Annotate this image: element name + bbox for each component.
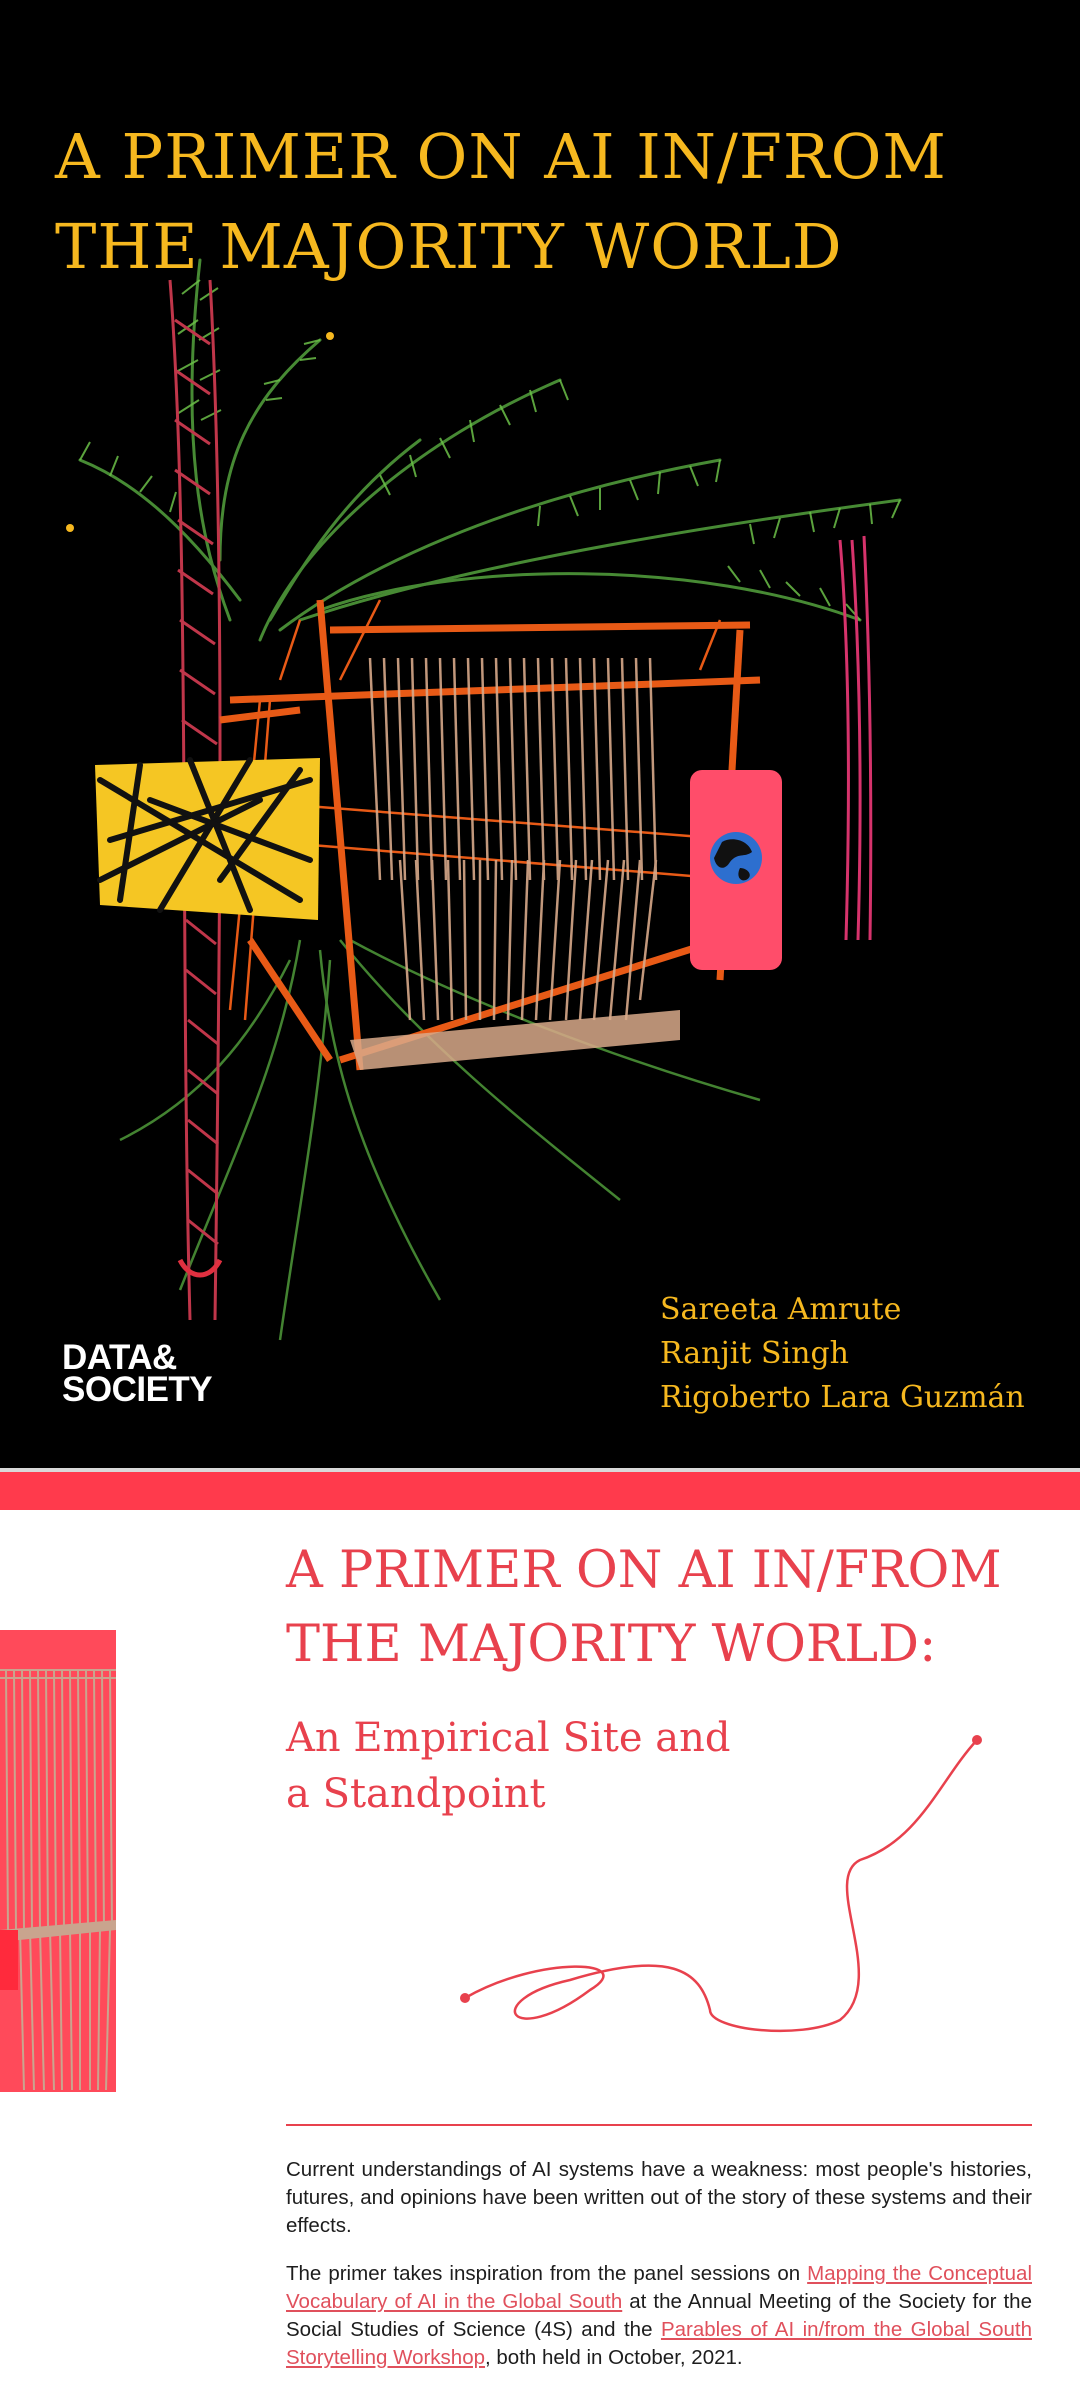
document-subtitle: An Empirical Site and a Standpoint — [286, 1710, 846, 1822]
divider — [286, 2124, 1032, 2126]
link-mapping-conceptual-vocabulary[interactable]: Mapping the Conceptual Vocabulary of AI … — [286, 2262, 1032, 2313]
document-title-line-2: THE MAJORITY WORLD: — [286, 1615, 937, 1674]
paragraph-2: The primer takes inspiration from the pa… — [286, 2260, 1032, 2372]
red-thread-illustration — [460, 1735, 982, 2033]
link-parables-storytelling-workshop[interactable]: Parables of AI in/from the Global South … — [286, 2318, 1032, 2369]
logo-line-2: SOCIETY — [62, 1370, 213, 1409]
author-name: Rigoberto Lara Guzmán — [660, 1380, 1025, 1415]
data-and-society-logo: DATA& SOCIETY — [62, 1338, 213, 1409]
document-subtitle-line-2: a Standpoint — [286, 1771, 546, 1817]
page-separator — [0, 1468, 1080, 1472]
cover-title-line-1: A PRIMER ON AI IN/FROM — [55, 120, 947, 193]
paragraph-1: Current understandings of AI systems hav… — [286, 2158, 1032, 2237]
author-name: Sareeta Amrute — [660, 1292, 902, 1327]
paragraph-2-text-2: at the Annual Meeting of the Society for… — [286, 2290, 1032, 2341]
author-list: Sareeta Amrute Ranjit Singh Rigoberto La… — [660, 1288, 1025, 1420]
loom-thumbnail-image — [0, 1630, 116, 2092]
author-name: Ranjit Singh — [660, 1336, 849, 1371]
cover-page: A PRIMER ON AI IN/FROM THE MAJORITY WORL… — [0, 0, 1080, 1468]
paragraph-2-text-3: , both held in October, 2021. — [485, 2346, 743, 2369]
document-title-line-1: A PRIMER ON AI IN/FROM — [286, 1541, 1002, 1600]
body-text: Current understandings of AI systems hav… — [286, 2156, 1032, 2392]
logo-line-1: DATA& — [62, 1338, 177, 1377]
document-title: A PRIMER ON AI IN/FROM THE MAJORITY WORL… — [286, 1534, 1066, 1682]
cover-title: A PRIMER ON AI IN/FROM THE MAJORITY WORL… — [55, 112, 1055, 292]
red-band — [0, 1472, 1080, 1510]
document-subtitle-line-1: An Empirical Site and — [286, 1715, 731, 1761]
paragraph-2-text-1: The primer takes inspiration from the pa… — [286, 2262, 808, 2285]
loom-illustration — [66, 258, 902, 1341]
cover-title-line-2: THE MAJORITY WORLD — [55, 210, 843, 283]
